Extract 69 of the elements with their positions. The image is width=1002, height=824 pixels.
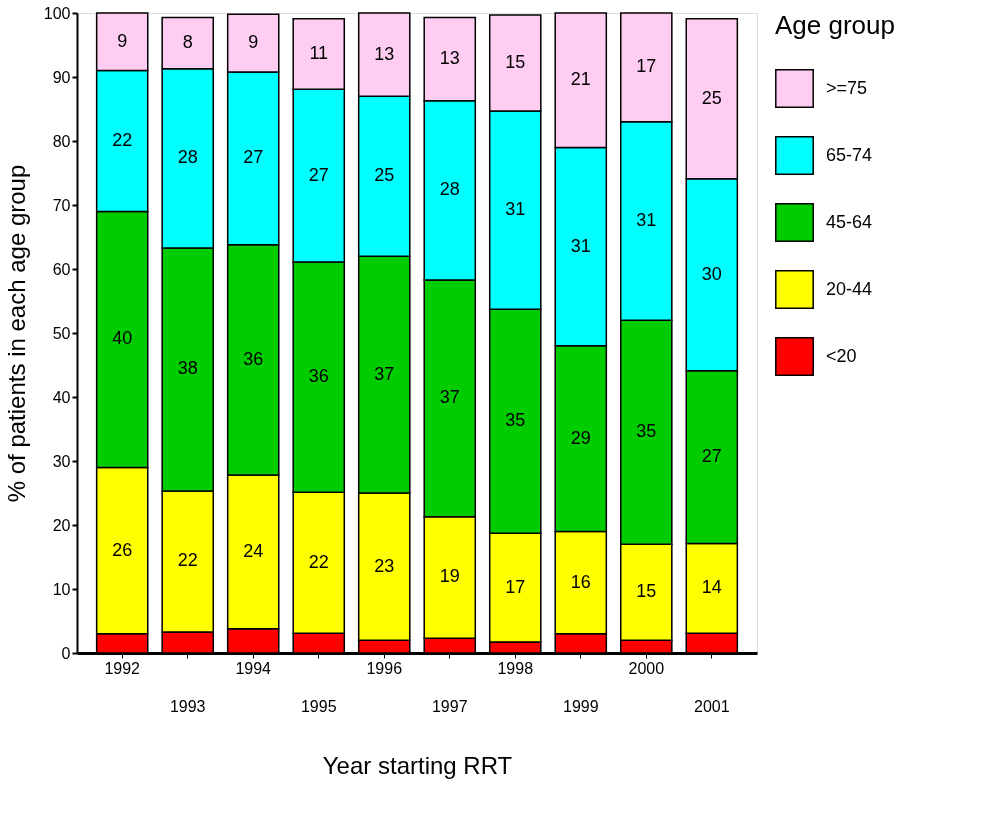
data-label: 26 — [112, 539, 133, 560]
data-label: 19 — [439, 566, 460, 587]
x-tick-label: 1992 — [104, 659, 141, 677]
y-tick-label: 10 — [52, 580, 71, 598]
data-label: 24 — [243, 540, 264, 561]
data-label: 37 — [439, 387, 460, 408]
data-label: 28 — [439, 179, 460, 200]
data-label: 35 — [636, 421, 657, 442]
data-label: 13 — [374, 43, 395, 64]
data-label: 22 — [112, 130, 133, 150]
data-label: 27 — [701, 446, 722, 467]
legend-title: Age group — [775, 10, 895, 40]
x-tick-label: 1996 — [366, 659, 403, 677]
x-tick-label: 1995 — [300, 697, 337, 715]
data-label: 23 — [374, 555, 395, 576]
y-tick-label: 80 — [52, 132, 71, 150]
data-label: 11 — [309, 42, 329, 63]
data-label: 9 — [117, 30, 128, 51]
y-tick-label: 70 — [52, 196, 71, 214]
data-label: 8 — [182, 32, 193, 53]
data-label: 40 — [112, 328, 133, 349]
data-label: 21 — [570, 69, 591, 90]
legend-label: >=75 — [826, 77, 868, 98]
data-label: 17 — [505, 576, 526, 597]
x-tick-label: 1998 — [497, 659, 534, 677]
data-label: 25 — [701, 87, 722, 108]
data-label: 14 — [701, 577, 722, 598]
y-tick-label: 50 — [52, 324, 71, 342]
y-tick-label: 30 — [52, 452, 71, 470]
data-label: 36 — [308, 366, 329, 387]
legend-label: 65-74 — [826, 144, 873, 165]
y-axis-title: % of patients in each age group — [2, 164, 30, 503]
x-tick-label: 2000 — [628, 659, 665, 677]
data-label: 25 — [374, 165, 395, 186]
data-label: 16 — [570, 571, 591, 592]
legend-label: 20-44 — [826, 278, 873, 299]
data-label: 30 — [701, 263, 722, 284]
x-tick-label: 1994 — [235, 659, 272, 677]
y-tick-label: 100 — [43, 4, 71, 22]
data-label: 9 — [248, 32, 259, 53]
y-tick-label: 20 — [52, 516, 71, 534]
data-label: 13 — [439, 48, 460, 69]
x-axis-title: Year starting RRT — [322, 751, 513, 779]
y-tick-label: 0 — [61, 644, 71, 662]
x-tick-label: 1997 — [431, 697, 468, 715]
data-label: 37 — [374, 363, 395, 384]
x-tick-label: 1999 — [562, 697, 599, 715]
y-tick-label: 40 — [52, 388, 71, 406]
data-label: 28 — [177, 147, 198, 168]
data-label: 15 — [505, 51, 526, 72]
legend-label: 45-64 — [826, 211, 873, 232]
y-tick-label: 90 — [52, 68, 71, 86]
y-tick-label: 60 — [52, 260, 71, 278]
legend-label: <20 — [826, 345, 857, 366]
data-label: 31 — [570, 235, 591, 256]
data-label: 22 — [308, 551, 329, 572]
data-label: 38 — [177, 358, 198, 379]
x-tick-label: 1993 — [169, 697, 206, 715]
data-label: 15 — [636, 581, 657, 602]
data-label: 36 — [243, 348, 264, 369]
x-tick-label: 2001 — [694, 697, 730, 715]
data-label: 22 — [177, 550, 198, 571]
data-label: 29 — [570, 427, 591, 448]
data-label: 31 — [636, 210, 657, 230]
data-label: 17 — [636, 56, 657, 77]
data-label: 31 — [505, 199, 526, 220]
data-label: 27 — [243, 147, 264, 168]
data-label: 35 — [505, 410, 526, 431]
data-label: 27 — [308, 164, 329, 185]
